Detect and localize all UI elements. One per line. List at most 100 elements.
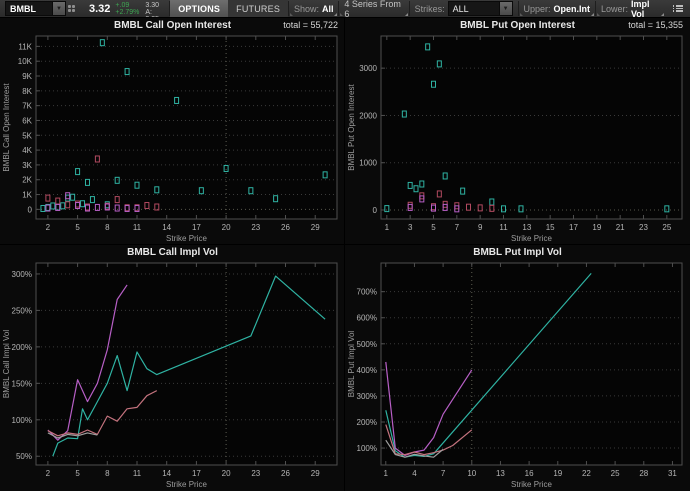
svg-text:11: 11 [133, 469, 142, 478]
chevron-down-icon[interactable]: ▼ [498, 2, 512, 15]
svg-text:200%: 200% [357, 418, 377, 427]
svg-text:Strike Price: Strike Price [166, 480, 207, 489]
svg-text:17: 17 [569, 223, 578, 232]
svg-text:21: 21 [616, 223, 625, 232]
symbol-group: BMBL ▼ [0, 0, 82, 17]
svg-text:0: 0 [373, 206, 378, 215]
svg-text:26: 26 [281, 223, 290, 232]
symbol-dropdown[interactable]: BMBL ▼ [5, 1, 66, 16]
svg-text:4: 4 [412, 469, 417, 478]
svg-text:1: 1 [385, 223, 390, 232]
upper-chart-menu[interactable]: Upper: Open.Int [519, 0, 596, 17]
svg-text:26: 26 [281, 469, 290, 478]
svg-text:19: 19 [553, 469, 562, 478]
call-impl-vol-plot[interactable]: 50% 100% 150% 200% 250% 300% 2 5 8 11 14 17 20 23 26 29… [0, 259, 345, 491]
svg-text:5: 5 [431, 223, 436, 232]
svg-text:2: 2 [46, 223, 51, 232]
lower-chart-menu[interactable]: Lower: Impl Vol [596, 0, 666, 19]
svg-text:BMBL Call Open Interest: BMBL Call Open Interest [2, 83, 11, 172]
show-value: All [321, 3, 334, 14]
svg-text:13: 13 [522, 223, 531, 232]
svg-text:3000: 3000 [359, 64, 377, 73]
svg-text:150%: 150% [12, 379, 32, 388]
chart-header: BMBL Put Impl Vol [345, 245, 690, 259]
svg-text:7K: 7K [22, 102, 32, 111]
upper-label: Upper: [523, 3, 551, 14]
svg-text:Strike Price: Strike Price [511, 480, 552, 489]
chart-title: BMBL Put Impl Vol [473, 246, 562, 258]
svg-text:8: 8 [105, 469, 110, 478]
upper-value: Open.Int [553, 3, 591, 14]
svg-text:7: 7 [455, 223, 460, 232]
quote-group: 3.32 +.09 +2.79% B: 3.30 A: 3.35 [82, 0, 169, 23]
bid-value: B: 3.30 [145, 0, 159, 9]
svg-text:2K: 2K [22, 176, 32, 185]
svg-text:5K: 5K [22, 131, 32, 140]
svg-text:23: 23 [251, 469, 260, 478]
svg-text:10K: 10K [18, 57, 33, 66]
svg-text:9: 9 [478, 223, 483, 232]
svg-text:400%: 400% [357, 366, 377, 375]
svg-text:15: 15 [546, 223, 555, 232]
last-price: 3.32 [89, 2, 111, 15]
put-impl-vol-chart: BMBL Put Impl Vol 100% 200% 300% 400% 500% 60… [344, 244, 690, 491]
svg-text:23: 23 [639, 223, 648, 232]
strikes-value: ALL [452, 3, 469, 14]
svg-text:1000: 1000 [359, 159, 377, 168]
strikes-dropdown[interactable]: ALL ▼ [447, 1, 513, 16]
tab-options[interactable]: OPTIONS [170, 0, 229, 17]
lower-value: Impl Vol [630, 0, 650, 19]
svg-text:5: 5 [75, 223, 80, 232]
svg-text:Strike Price: Strike Price [511, 234, 552, 243]
change-percent: +2.79% [115, 8, 140, 16]
svg-text:16: 16 [525, 469, 534, 478]
svg-text:29: 29 [311, 223, 320, 232]
svg-text:Strike Price: Strike Price [166, 234, 207, 243]
svg-text:BMBL Put Open Interest: BMBL Put Open Interest [347, 84, 356, 171]
strikes-group: Strikes: ALL ▼ [410, 0, 518, 17]
chart-total: total = 15,355 [628, 20, 683, 30]
svg-text:0: 0 [28, 205, 33, 214]
svg-text:4K: 4K [22, 146, 32, 155]
list-glyph [672, 5, 683, 12]
tab-futures[interactable]: FUTURES [228, 0, 289, 17]
svg-text:8K: 8K [22, 87, 32, 96]
show-label: Show: [293, 3, 319, 14]
show-menu[interactable]: Show: All [289, 0, 339, 17]
chevron-down-icon[interactable]: ▼ [52, 2, 65, 15]
series-menu[interactable]: 4 Series From 6 [339, 0, 408, 19]
svg-text:29: 29 [311, 469, 320, 478]
svg-text:10: 10 [467, 469, 476, 478]
divider [517, 1, 519, 16]
price-change: +.09 +2.79% [112, 2, 142, 16]
link-grid-icon[interactable] [68, 5, 75, 12]
svg-text:8: 8 [105, 223, 110, 232]
svg-text:17: 17 [192, 469, 201, 478]
svg-text:100%: 100% [12, 416, 32, 425]
divider [595, 1, 596, 16]
svg-text:BMBL Put Impl Vol: BMBL Put Impl Vol [347, 331, 356, 398]
list-menu-icon[interactable] [666, 0, 690, 17]
svg-text:6K: 6K [22, 116, 32, 125]
svg-text:7: 7 [441, 469, 446, 478]
svg-text:11: 11 [133, 223, 142, 232]
chart-title: BMBL Call Open Interest [113, 19, 232, 31]
svg-text:25: 25 [611, 469, 620, 478]
svg-text:20: 20 [222, 469, 231, 478]
svg-text:300%: 300% [357, 392, 377, 401]
divider [408, 1, 410, 16]
svg-text:200%: 200% [12, 343, 32, 352]
svg-text:19: 19 [592, 223, 601, 232]
svg-text:2000: 2000 [359, 111, 377, 120]
svg-text:14: 14 [162, 469, 171, 478]
call-open-interest-plot[interactable]: 0 1K 2K 3K 4K 5K 6K 7K 8K 9K 10K 11K 2 5 8 11 14 17 20 23 26… [0, 32, 345, 245]
symbol-value: BMBL [10, 3, 36, 14]
svg-text:13: 13 [496, 469, 505, 478]
svg-text:50%: 50% [16, 452, 32, 461]
put-impl-vol-plot[interactable]: 100% 200% 300% 400% 500% 600% 700% 1 4 7 10 13 16 19 2… [345, 259, 690, 491]
chart-header: BMBL Call Open Interest total = 55,722 [0, 18, 345, 32]
svg-text:1: 1 [384, 469, 389, 478]
call-impl-vol-chart: BMBL Call Impl Vol 50% 100% 150% 200% 250% 30… [0, 244, 346, 491]
chart-title: BMBL Put Open Interest [460, 19, 575, 31]
